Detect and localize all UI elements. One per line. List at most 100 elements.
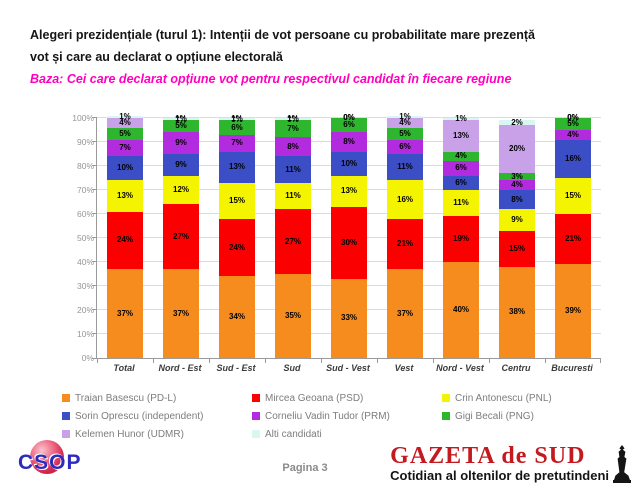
bar-segment-label: 1%: [287, 114, 299, 124]
y-axis-tick: [92, 285, 97, 286]
bar-segment: [219, 120, 255, 135]
bar-segment: [275, 209, 311, 274]
bar-segment: [443, 151, 479, 162]
bar-segment-label: 8%: [511, 194, 523, 204]
bar-segment: [163, 118, 199, 121]
bar-segment-label: 5%: [567, 119, 579, 128]
bar-segment-label: 4%: [455, 151, 467, 161]
bar-segment-label: 16%: [564, 153, 582, 163]
bar-segment: [555, 139, 591, 178]
bar-slot: 38% 15% 9% 8% 4% 3% 20% 2%: [489, 118, 545, 358]
legend-swatch-icon: [62, 430, 70, 438]
bar-segment-label: 6%: [231, 122, 243, 132]
bar-segment: [219, 134, 255, 152]
y-axis-label: 50%: [76, 233, 94, 243]
bar-group: 37%24%13%10%7%5%4%1%37%27%12%9%9%5%0%1%3…: [97, 112, 601, 358]
bar-segment: [499, 266, 535, 358]
bar-segment: [555, 214, 591, 265]
bar-segment: [219, 118, 255, 121]
legend-swatch-icon: [252, 394, 260, 402]
y-axis-tick: [92, 237, 97, 238]
y-axis-tick: [92, 358, 97, 359]
bar-segment-label: 27%: [172, 231, 190, 241]
bar-segment-label: 20%: [508, 144, 526, 154]
y-axis-tick: [92, 261, 97, 262]
bar-segment: [443, 120, 479, 152]
y-axis-tick: [92, 165, 97, 166]
bar-segment: [443, 262, 479, 358]
bar-segment-label: 0%: [567, 113, 579, 122]
bar-segment-label: 9%: [175, 159, 187, 169]
bar-segment-label: 5%: [399, 128, 411, 138]
bar-segment-label: 37%: [116, 308, 134, 318]
x-axis-category-label: Bucuresti: [551, 363, 593, 373]
bar-segment-label: 8%: [343, 137, 355, 146]
bar-segment: [107, 156, 143, 181]
x-axis-tick: [153, 358, 154, 363]
bar-segment-label: 24%: [228, 242, 246, 252]
bar-segment: [499, 209, 535, 231]
gazeta-title: GAZETA de SUD: [390, 443, 586, 469]
legend-item: Kelemen Hunor (UDMR): [62, 427, 252, 441]
bar-segment-label: 15%: [508, 243, 526, 253]
bar-segment-label: 37%: [172, 308, 190, 318]
bar-segment: [443, 161, 479, 176]
bar-segment-label: 6%: [343, 120, 355, 130]
bar-segment-label: 12%: [172, 185, 190, 194]
x-axis-category-label: Sud - Est: [216, 363, 256, 373]
bar-segment: [219, 276, 255, 358]
bar-segment: [499, 125, 535, 174]
bar-segment-label: 37%: [396, 308, 414, 318]
bar-slot: 34%24%15%13%7%6%0%1%: [209, 115, 265, 358]
stacked-bar-sud: 35%27%11%11%8%7%0%1%: [275, 114, 311, 358]
stacked-bar-sud-vest: 33% 30% 13% 10% 8% 6% 0% 0%: [331, 114, 367, 358]
bar-segment: [387, 269, 423, 358]
x-axis-labels: Total Nord - Est Sud - Est Sud Sud - Vest Ves…: [96, 363, 600, 373]
bar-segment-label: 1%: [175, 114, 187, 124]
bar-segment-label: 4%: [567, 129, 579, 139]
bar-segment: [443, 118, 479, 121]
csop-logo-text: CSOP: [18, 451, 82, 474]
y-axis-label: 80%: [76, 161, 94, 171]
bar-segment-label: 13%: [228, 162, 246, 172]
bar-segment-label: 11%: [285, 164, 301, 174]
bar-segment-label: 35%: [284, 311, 302, 320]
legend-label: Corneliu Vadin Tudor (PRM): [265, 410, 390, 422]
y-axis-tick: [92, 117, 97, 118]
bar-segment-label: 21%: [396, 239, 414, 248]
stacked-bar-total: 37% 24% 13% 10% 7% 5% 4% 1%: [107, 112, 143, 358]
bar-segment-label: 9%: [175, 138, 187, 148]
y-axis-tick: [92, 213, 97, 214]
bar-segment: [331, 206, 367, 279]
bar-segment: [275, 182, 311, 210]
bar-segment: [555, 130, 591, 140]
bar-segment-label: 33%: [340, 313, 358, 323]
bar-segment: [555, 118, 591, 130]
csop-logo: CSOP: [18, 438, 98, 480]
y-axis-label: 90%: [76, 137, 94, 147]
bar-segment-label: 15%: [228, 195, 246, 205]
x-axis-category-label: Vest: [394, 363, 414, 373]
legend-item: Mircea Geoana (PSD): [252, 391, 442, 405]
csop-sphere-icon: [30, 440, 64, 474]
bar-segment: [107, 127, 143, 140]
bar-segment-label: 39%: [564, 306, 582, 316]
bar-segment: [331, 118, 367, 133]
bar-segment: [499, 190, 535, 210]
bar-segment-label: 0%: [343, 113, 355, 122]
bar-segment: [443, 175, 479, 190]
bar-segment: [163, 154, 199, 176]
bar-segment-label: 27%: [284, 236, 302, 246]
y-axis-label: 20%: [76, 305, 94, 315]
legend-item: Corneliu Vadin Tudor (PRM): [252, 409, 442, 423]
bar-segment: [107, 115, 143, 118]
bar-segment-label: 16%: [396, 194, 414, 204]
bar-slot: 37%27%12%9%9%5%0%1%: [153, 114, 209, 358]
bar-segment-label: 0%: [567, 113, 579, 122]
bar-segment-label: 0%: [343, 113, 355, 122]
bar-segment-label: 30%: [340, 237, 358, 247]
x-axis-category-label: Total: [113, 363, 135, 373]
bar-slot: 40% 19% 11% 6% 6% 4% 13% 1%: [433, 115, 489, 358]
bar-slot: 37% 21% 16% 11% 6% 5% 4% 1%: [377, 112, 433, 358]
bar-slot: 39% 21% 15% 16% 4% 5% 0% 0%: [545, 114, 601, 358]
